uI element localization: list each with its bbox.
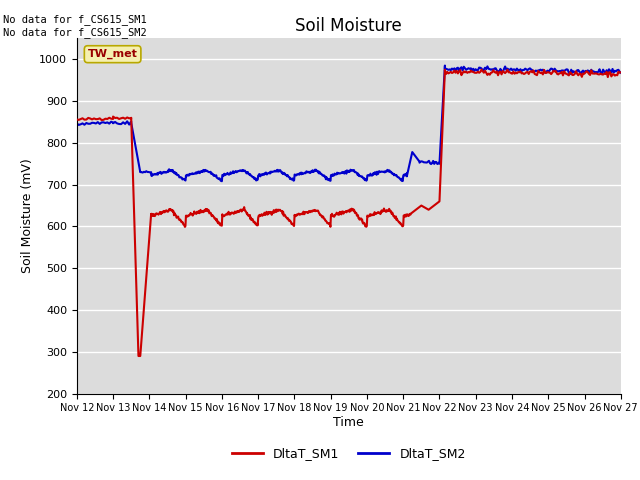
DltaT_SM2 (73, 120, 81, 126)
Text: TW_met: TW_met (88, 49, 138, 60)
Line: DltaT_SM1: DltaT_SM1 (77, 70, 621, 356)
DltaT_SM2 (190, 171, 198, 177)
Line: DltaT_SM2: DltaT_SM2 (77, 66, 621, 181)
X-axis label: Time: Time (333, 416, 364, 429)
Legend: DltaT_SM1, DltaT_SM2: DltaT_SM1, DltaT_SM2 (227, 443, 471, 466)
DltaT_SM1 (477, 67, 485, 72)
DltaT_SM1 (134, 353, 142, 359)
Text: No data for f_CS615_SM1
No data for f_CS615_SM2: No data for f_CS615_SM1 No data for f_CS… (3, 14, 147, 38)
DltaT_SM1 (617, 70, 625, 75)
DltaT_SM1 (479, 68, 486, 74)
DltaT_SM2 (441, 63, 449, 69)
DltaT_SM1 (73, 117, 81, 122)
DltaT_SM1 (199, 209, 207, 215)
DltaT_SM2 (297, 170, 305, 176)
Title: Soil Moisture: Soil Moisture (296, 17, 402, 36)
DltaT_SM2 (77, 121, 84, 127)
DltaT_SM1 (343, 208, 351, 214)
DltaT_SM2 (234, 168, 241, 174)
DltaT_SM1 (115, 116, 123, 122)
DltaT_SM1 (335, 210, 342, 216)
DltaT_SM2 (174, 172, 182, 178)
DltaT_SM1 (370, 212, 378, 218)
Y-axis label: Soil Moisture (mV): Soil Moisture (mV) (20, 158, 33, 274)
DltaT_SM2 (175, 172, 182, 178)
DltaT_SM2 (617, 70, 625, 76)
DltaT_SM2 (218, 179, 226, 184)
